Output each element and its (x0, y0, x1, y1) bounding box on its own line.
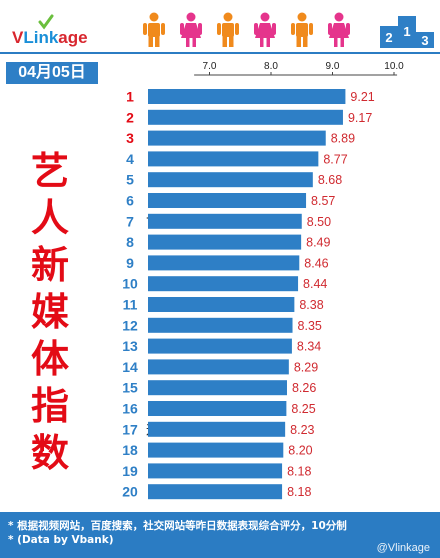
rank-label: 11 (123, 297, 138, 313)
x-tick-label: 10.0 (384, 61, 404, 72)
x-tick-label: 8.0 (264, 61, 278, 72)
value-label: 9.17 (348, 111, 372, 125)
rank-label: 9 (126, 255, 134, 271)
x-tick-label: 7.0 (203, 61, 217, 72)
x-tick-label: 9.0 (326, 61, 340, 72)
title-char: 数 (30, 431, 69, 475)
value-label: 8.35 (298, 319, 322, 333)
title-char: 人 (30, 196, 69, 240)
value-label: 8.34 (297, 340, 321, 354)
header-divider (0, 52, 440, 54)
value-label: 8.18 (287, 485, 311, 499)
bar (148, 359, 289, 375)
rank-label: 6 (126, 193, 134, 209)
value-label: 8.57 (311, 194, 335, 208)
rank-label: 8 (126, 234, 134, 250)
value-label: 8.26 (292, 381, 316, 395)
ranking-bar-chart: 7.08.09.010.01宋仲基9.212林允儿9.173胡歌8.894宋慧乔… (122, 61, 404, 501)
value-label: 8.49 (306, 236, 330, 250)
bar (148, 297, 295, 312)
rank-label: 17 (122, 421, 138, 437)
bar (148, 172, 313, 188)
title-char: 媒 (30, 290, 69, 334)
bar (148, 338, 292, 354)
footer-band: * 根据视频网站，百度搜索，社交网站等昨日数据表现综合评分，10分制 * (Da… (0, 512, 440, 558)
logo-v: V (12, 28, 24, 47)
value-label: 8.50 (307, 215, 331, 229)
bar (148, 255, 300, 271)
watermark: @Vlinkage (376, 542, 430, 554)
person-icon (291, 12, 313, 47)
value-label: 8.77 (323, 152, 347, 166)
bar (148, 151, 319, 167)
rank-label: 19 (122, 463, 138, 479)
rank-label: 15 (122, 380, 138, 396)
bar (148, 276, 299, 292)
value-label: 8.38 (299, 298, 323, 312)
rank-label: 10 (122, 276, 138, 292)
title-char: 新 (30, 243, 69, 287)
person-icon (217, 12, 239, 47)
rank-label: 1 (126, 89, 134, 105)
bar (148, 463, 283, 479)
rank-label: 7 (126, 213, 134, 229)
footnote-method: * 根据视频网站，百度搜索，社交网站等昨日数据表现综合评分，10分制 (8, 520, 347, 532)
date-badge: 04月05日 (6, 62, 98, 84)
bar (148, 401, 287, 416)
podium-label-1: 1 (403, 24, 410, 39)
value-label: 8.18 (287, 464, 311, 478)
person-icon (328, 12, 350, 47)
title-char: 体 (30, 337, 69, 381)
footnote-source: * (Data by Vbank) (8, 534, 114, 546)
value-label: 8.68 (318, 173, 342, 187)
podium-label-2: 2 (385, 30, 392, 45)
rank-label: 13 (122, 338, 138, 354)
rank-label: 16 (122, 401, 138, 417)
bar (148, 234, 302, 250)
value-label: 8.23 (290, 423, 314, 437)
title-char: 艺 (30, 149, 69, 193)
rank-label: 18 (122, 442, 138, 458)
bar (148, 130, 326, 146)
bar (148, 89, 346, 104)
vlinkage-logo: VLinkage (12, 14, 112, 50)
rank-label: 20 (122, 484, 138, 500)
value-label: 8.46 (304, 256, 328, 270)
value-label: 8.89 (331, 132, 355, 146)
rank-label: 14 (122, 359, 138, 375)
rank-label: 5 (126, 172, 134, 188)
value-label: 8.44 (303, 277, 327, 291)
logo-checkmark-icon (38, 14, 54, 30)
bar (148, 442, 284, 458)
rank-label: 3 (126, 130, 134, 146)
person-icon (180, 12, 202, 47)
value-label: 9.21 (350, 90, 374, 104)
bar (148, 380, 287, 396)
value-label: 8.20 (288, 444, 312, 458)
rank-label: 2 (126, 109, 134, 125)
bar (148, 484, 283, 500)
title-char: 指 (30, 384, 69, 428)
bar (148, 193, 307, 208)
bar (148, 317, 293, 333)
person-icon (143, 12, 165, 47)
people-icons (140, 12, 360, 48)
bar (148, 109, 343, 125)
logo-age: age (58, 28, 88, 47)
podium-label-3: 3 (421, 33, 428, 48)
bar (148, 213, 302, 229)
podium-icon: 2 1 3 (380, 16, 434, 48)
logo-text: VLinkage (12, 28, 88, 48)
rank-label: 12 (122, 317, 138, 333)
logo-link: Link (23, 28, 59, 47)
vertical-title: 艺 人 新 媒 体 指 数 (20, 148, 80, 477)
person-icon (254, 12, 276, 47)
rank-label: 4 (126, 151, 134, 167)
value-label: 8.25 (291, 402, 315, 416)
value-label: 8.29 (294, 360, 318, 374)
bar (148, 421, 286, 437)
